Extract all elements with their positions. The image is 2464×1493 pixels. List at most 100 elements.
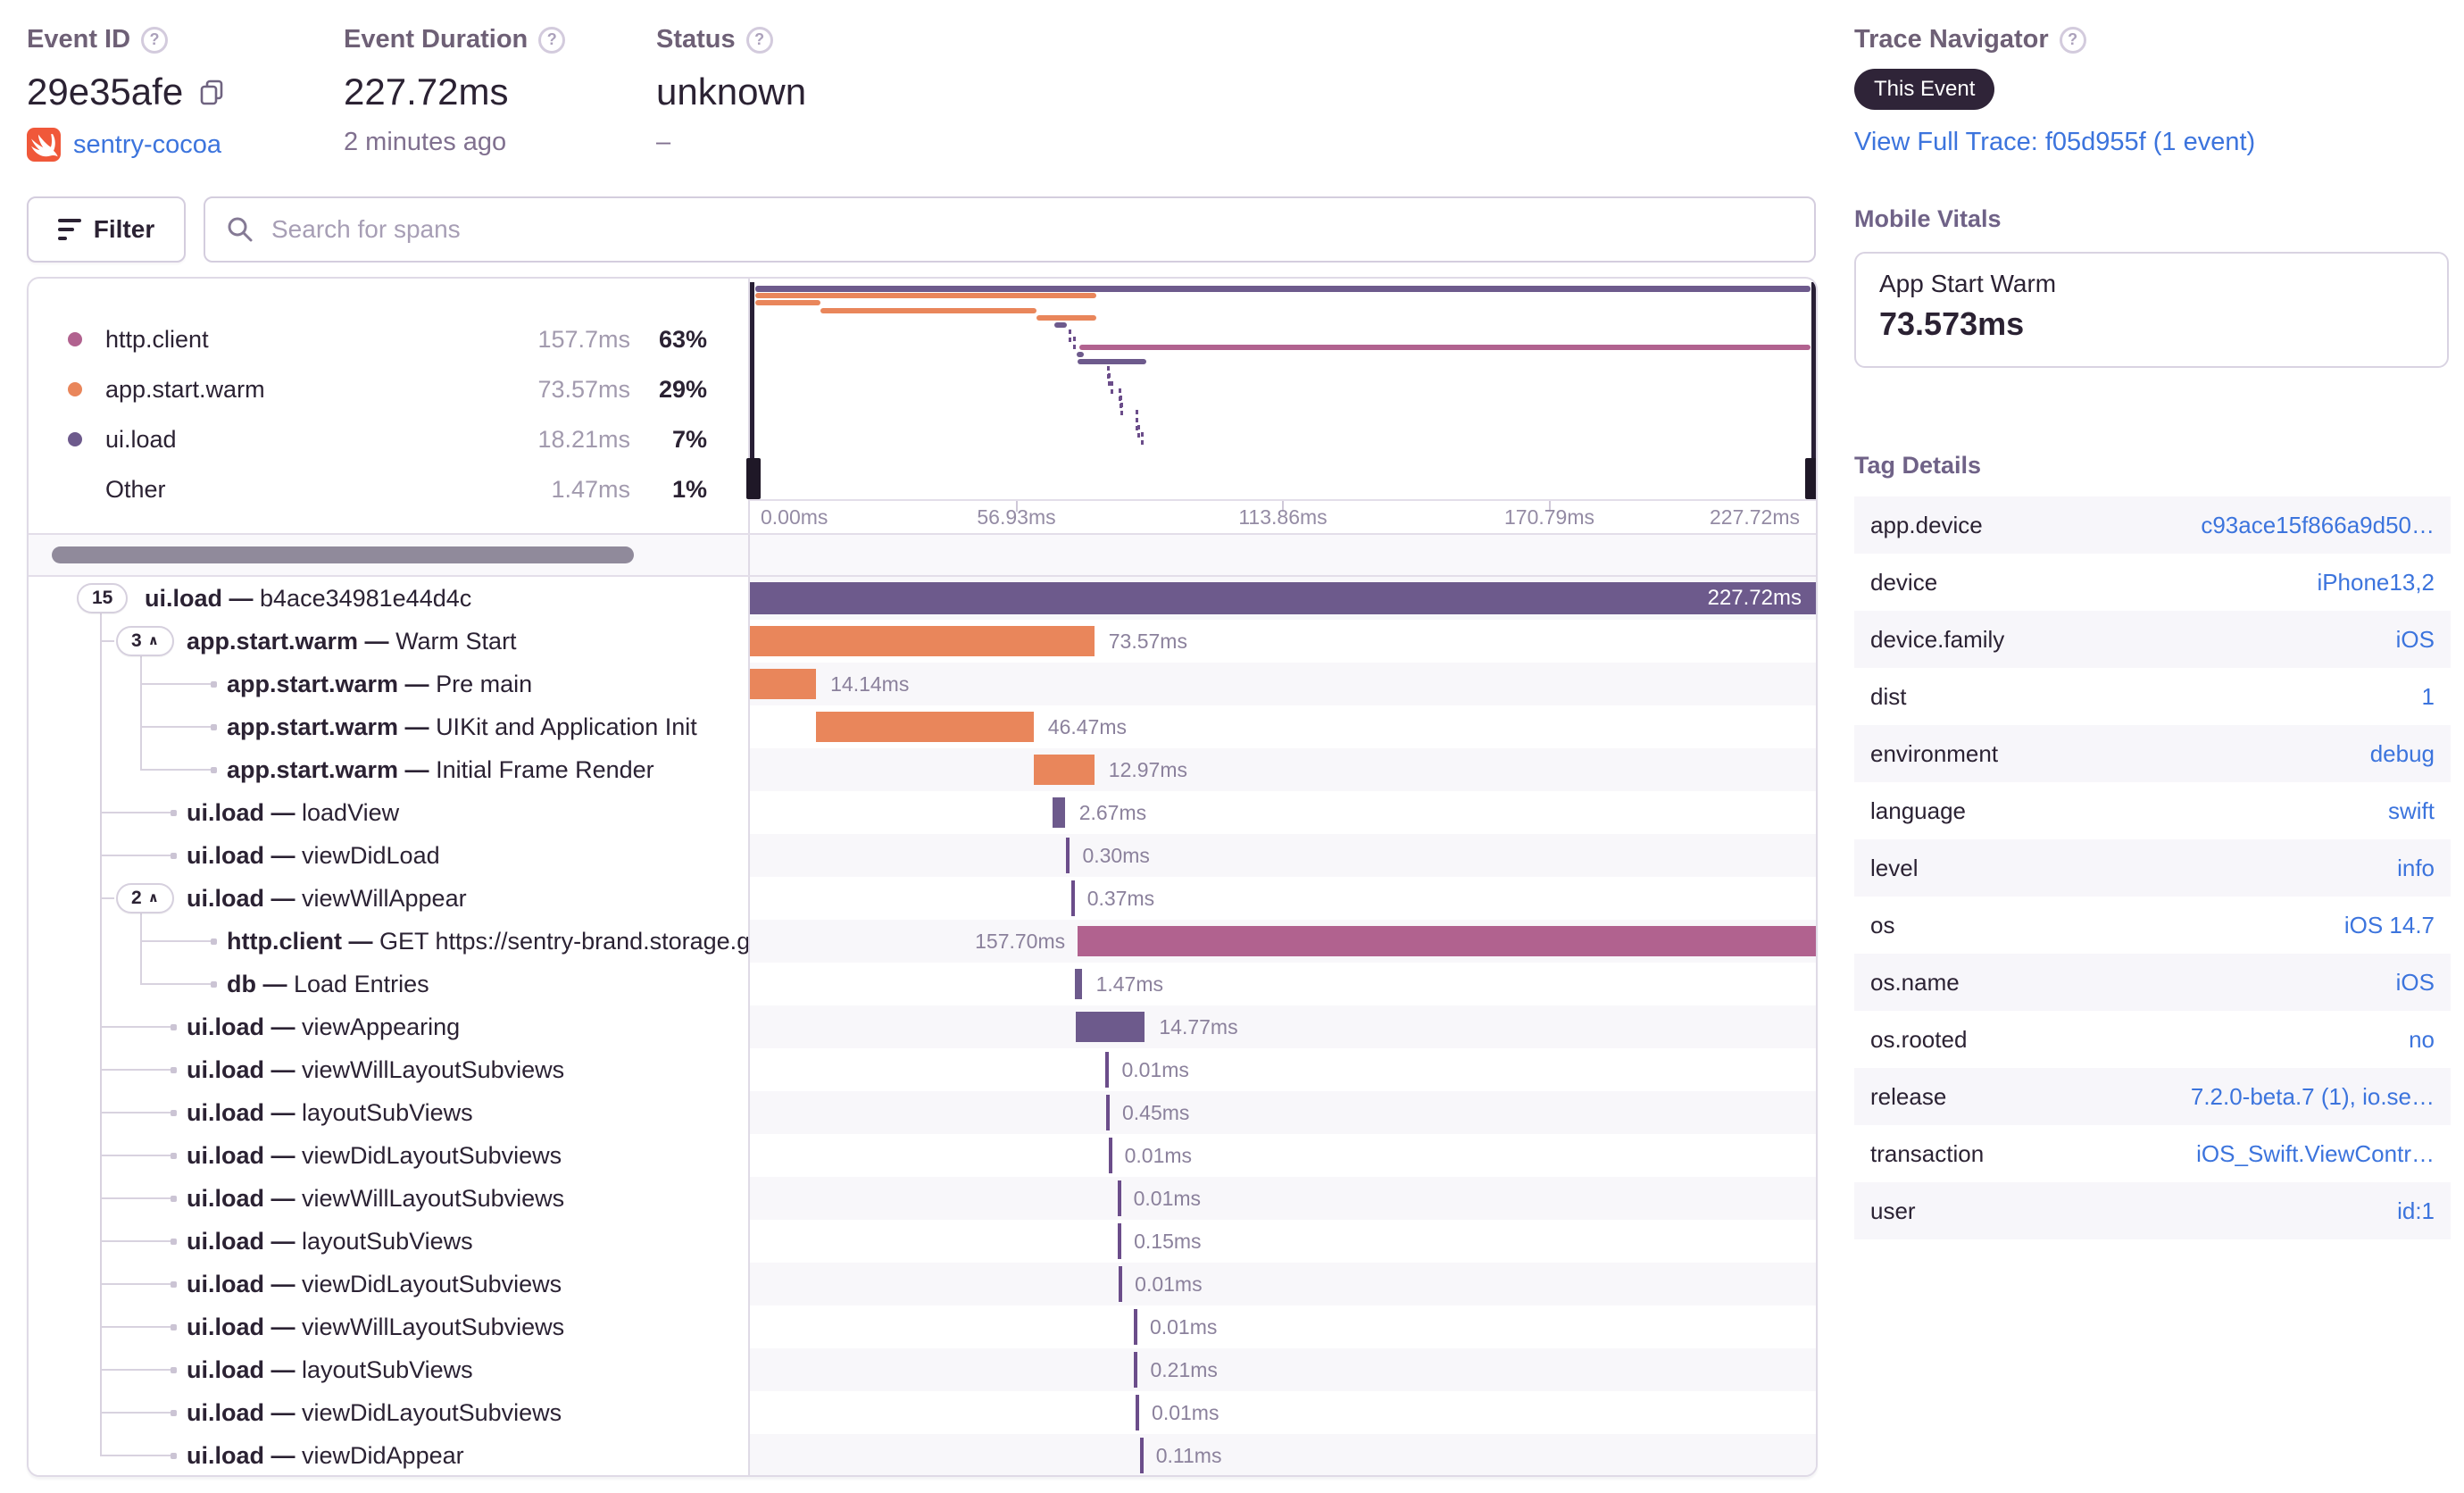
span-tree-cell[interactable]: ui.load — layoutSubViews bbox=[29, 1220, 750, 1263]
span-row[interactable]: ui.load — viewWillLayoutSubviews 0.01ms bbox=[29, 1177, 1816, 1220]
span-row[interactable]: db — Load Entries 1.47ms bbox=[29, 963, 1816, 1005]
span-tree-cell[interactable]: ui.load — viewAppearing bbox=[29, 1005, 750, 1048]
span-lane[interactable]: 73.57ms bbox=[750, 620, 1816, 663]
span-lane[interactable]: 1.47ms bbox=[750, 963, 1816, 1005]
expand-toggle-pill[interactable]: 3 ∧ bbox=[116, 626, 174, 656]
tag-value-link[interactable]: debug bbox=[2369, 739, 2435, 767]
help-icon[interactable]: ? bbox=[538, 26, 566, 54]
copy-icon[interactable] bbox=[197, 78, 226, 106]
span-lane[interactable]: 0.21ms bbox=[750, 1348, 1816, 1391]
span-row[interactable]: http.client — GET https://sentry-brand.s… bbox=[29, 920, 1816, 963]
span-tick-bar[interactable] bbox=[1106, 1095, 1110, 1130]
span-tick-bar[interactable] bbox=[1117, 1180, 1121, 1216]
span-row[interactable]: ui.load — viewDidLayoutSubviews 0.01ms bbox=[29, 1134, 1816, 1177]
span-tree-cell[interactable]: ui.load — viewDidAppear bbox=[29, 1434, 750, 1475]
span-lane[interactable]: 0.01ms bbox=[750, 1263, 1816, 1305]
span-row[interactable]: app.start.warm — Initial Frame Render 12.… bbox=[29, 748, 1816, 791]
tag-value-link[interactable]: c93ace15f866a9d50… bbox=[2201, 511, 2435, 538]
span-row[interactable]: 15 ui.load — b4ace34981e44d4c 227.72ms bbox=[29, 577, 1816, 620]
span-tree-cell[interactable]: app.start.warm — Pre main bbox=[29, 663, 750, 705]
span-lane[interactable]: 0.45ms bbox=[750, 1091, 1816, 1134]
span-lane[interactable]: 0.30ms bbox=[750, 834, 1816, 877]
span-lane[interactable]: 2.67ms bbox=[750, 791, 1816, 834]
span-tick-bar[interactable] bbox=[1070, 880, 1075, 916]
span-row[interactable]: ui.load — layoutSubViews 0.21ms bbox=[29, 1348, 1816, 1391]
mobile-vital-card[interactable]: App Start Warm 73.573ms bbox=[1854, 252, 2449, 368]
tag-value-link[interactable]: swift bbox=[2388, 797, 2435, 824]
project-link[interactable]: sentry-cocoa bbox=[73, 129, 222, 159]
span-row[interactable]: ui.load — viewDidLayoutSubviews 0.01ms bbox=[29, 1263, 1816, 1305]
tag-value-link[interactable]: 7.2.0-beta.7 (1), io.se… bbox=[2190, 1082, 2435, 1110]
span-bar[interactable] bbox=[1074, 969, 1082, 999]
span-row[interactable]: ui.load — viewDidLayoutSubviews 0.01ms bbox=[29, 1391, 1816, 1434]
tag-value-link[interactable]: info bbox=[2397, 854, 2435, 881]
help-icon[interactable]: ? bbox=[2059, 26, 2086, 54]
search-input[interactable] bbox=[270, 214, 1794, 245]
tag-value-link[interactable]: iOS_Swift.ViewContr… bbox=[2196, 1139, 2435, 1167]
span-row[interactable]: ui.load — layoutSubViews 0.15ms bbox=[29, 1220, 1816, 1263]
span-bar[interactable] bbox=[1052, 797, 1065, 828]
span-tick-bar[interactable] bbox=[1133, 1309, 1137, 1345]
view-full-trace-link[interactable]: View Full Trace: f05d955f (1 event) bbox=[1854, 128, 2256, 156]
span-tree-cell[interactable]: ui.load — layoutSubViews bbox=[29, 1091, 750, 1134]
span-lane[interactable]: 0.37ms bbox=[750, 877, 1816, 920]
breakdown-row[interactable]: app.start.warm 73.57ms 29% bbox=[29, 364, 748, 414]
span-row[interactable]: 2 ∧ ui.load — viewWillAppear 0.37ms bbox=[29, 877, 1816, 920]
span-tick-bar[interactable] bbox=[1108, 1138, 1112, 1173]
span-tree-cell[interactable]: db — Load Entries bbox=[29, 963, 750, 1005]
span-row[interactable]: 3 ∧ app.start.warm — Warm Start 73.57ms bbox=[29, 620, 1816, 663]
span-lane[interactable]: 0.01ms bbox=[750, 1134, 1816, 1177]
tag-value-link[interactable]: no bbox=[2409, 1025, 2435, 1053]
span-lane[interactable]: 0.01ms bbox=[750, 1048, 1816, 1091]
span-row[interactable]: ui.load — viewDidAppear 0.11ms bbox=[29, 1434, 1816, 1475]
span-lane[interactable]: 227.72ms bbox=[750, 577, 1816, 620]
tag-value-link[interactable]: iPhone13,2 bbox=[2317, 568, 2435, 596]
span-row[interactable]: app.start.warm — UIKit and Application I… bbox=[29, 705, 1816, 748]
tag-value-link[interactable]: iOS bbox=[2395, 625, 2435, 653]
span-bar[interactable] bbox=[1033, 755, 1095, 785]
span-tree-cell[interactable]: ui.load — viewWillLayoutSubviews bbox=[29, 1048, 750, 1091]
span-bar[interactable] bbox=[1075, 1012, 1145, 1042]
span-row[interactable]: app.start.warm — Pre main 14.14ms bbox=[29, 663, 1816, 705]
tree-scrollbar-thumb[interactable] bbox=[52, 546, 634, 563]
span-tree-cell[interactable]: http.client — GET https://sentry-brand.s… bbox=[29, 920, 750, 963]
span-lane[interactable]: 46.47ms bbox=[750, 705, 1816, 748]
filter-button[interactable]: Filter bbox=[27, 196, 186, 263]
minimap[interactable]: 0.00ms 56.93ms 113.86ms 170.79ms 227.72ms bbox=[746, 279, 1816, 533]
help-icon[interactable]: ? bbox=[141, 26, 169, 54]
minimap-plot[interactable] bbox=[746, 279, 1816, 499]
span-count-pill[interactable]: 15 bbox=[77, 583, 129, 613]
expand-toggle-pill[interactable]: 2 ∧ bbox=[116, 883, 174, 913]
span-tree-cell[interactable]: ui.load — layoutSubViews bbox=[29, 1348, 750, 1391]
tag-value-link[interactable]: id:1 bbox=[2397, 1197, 2435, 1224]
span-lane[interactable]: 0.01ms bbox=[750, 1305, 1816, 1348]
span-row[interactable]: ui.load — viewWillLayoutSubviews 0.01ms bbox=[29, 1305, 1816, 1348]
tag-value-link[interactable]: 1 bbox=[2421, 682, 2435, 710]
minimap-window-handle-left[interactable] bbox=[750, 282, 754, 499]
span-bar[interactable] bbox=[1078, 926, 1816, 956]
span-tree-cell[interactable]: ui.load — viewWillLayoutSubviews bbox=[29, 1177, 750, 1220]
span-tree-cell[interactable]: ui.load — viewDidLayoutSubviews bbox=[29, 1391, 750, 1434]
span-tree-cell[interactable]: ui.load — viewDidLoad bbox=[29, 834, 750, 877]
span-lane[interactable]: 157.70ms bbox=[750, 920, 1816, 963]
span-bar[interactable] bbox=[816, 712, 1034, 742]
minimap-window-handle-right[interactable] bbox=[1811, 282, 1816, 499]
span-row[interactable]: ui.load — layoutSubViews 0.45ms bbox=[29, 1091, 1816, 1134]
span-tick-bar[interactable] bbox=[1118, 1223, 1122, 1259]
span-lane[interactable]: 14.14ms bbox=[750, 663, 1816, 705]
span-tick-bar[interactable] bbox=[1119, 1266, 1123, 1302]
breakdown-row[interactable]: http.client 157.7ms 63% bbox=[29, 314, 748, 364]
span-tick-bar[interactable] bbox=[1105, 1052, 1110, 1088]
span-tree-cell[interactable]: ui.load — viewDidLayoutSubviews bbox=[29, 1134, 750, 1177]
span-row[interactable]: ui.load — viewAppearing 14.77ms bbox=[29, 1005, 1816, 1048]
span-tick-bar[interactable] bbox=[1066, 838, 1070, 873]
this-event-badge[interactable]: This Event bbox=[1854, 69, 1995, 110]
span-lane[interactable]: 0.01ms bbox=[750, 1391, 1816, 1434]
span-lane[interactable]: 0.01ms bbox=[750, 1177, 1816, 1220]
tag-value-link[interactable]: iOS 14.7 bbox=[2343, 911, 2435, 938]
tree-scrollbar-track[interactable] bbox=[29, 535, 750, 575]
tag-value-link[interactable]: iOS bbox=[2395, 968, 2435, 996]
minimap-grip-left[interactable] bbox=[746, 458, 761, 499]
breakdown-row[interactable]: Other 1.47ms 1% bbox=[29, 464, 748, 514]
span-tick-bar[interactable] bbox=[1134, 1352, 1138, 1388]
